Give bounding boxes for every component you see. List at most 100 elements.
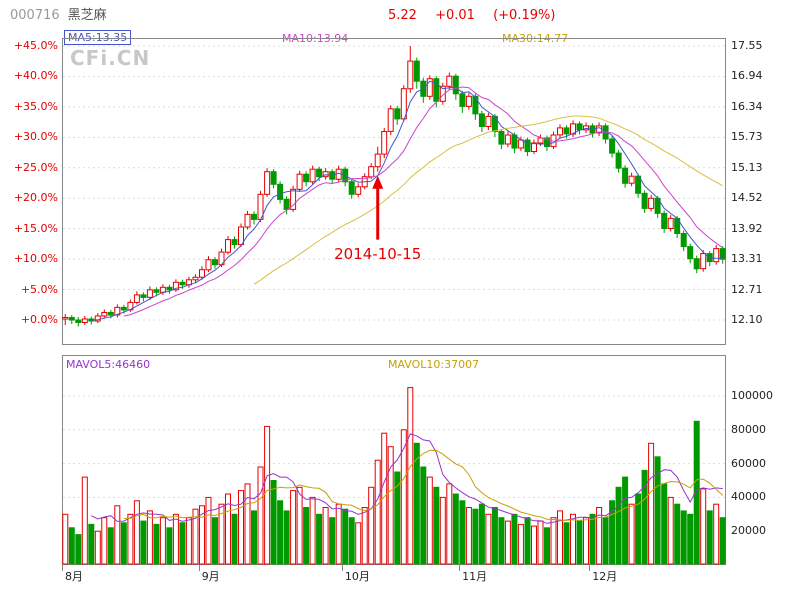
volume-bar: [277, 500, 284, 565]
percent-axis-label: +25.0%: [13, 160, 58, 174]
candle-body: [199, 269, 205, 278]
percent-axis-label: +15.0%: [13, 221, 58, 235]
candle-body: [231, 239, 238, 246]
candle-body: [303, 173, 310, 183]
month-tick: [62, 565, 63, 571]
candle-body: [478, 113, 485, 128]
stock-name: 黑芝麻: [67, 8, 107, 23]
candle-body: [277, 183, 284, 200]
volume-bar: [329, 517, 336, 565]
price-axis-label: 15.73: [731, 130, 763, 144]
candle-body: [719, 248, 726, 260]
volume-bar: [231, 513, 238, 565]
volume-bar: [296, 486, 303, 565]
volume-bar: [394, 471, 401, 565]
volume-bar: [433, 486, 440, 565]
candle-body: [648, 197, 655, 209]
volume-bar: [88, 523, 95, 565]
volume-bar: [537, 520, 544, 565]
volume-bar: [602, 517, 609, 565]
candle-body: [355, 186, 362, 195]
percent-axis-label: +30.0%: [13, 130, 58, 144]
ma5-legend: MA5:13.35: [64, 30, 132, 45]
price-axis-label: 13.92: [731, 221, 763, 235]
candle-body: [146, 289, 153, 298]
mavol5-legend: MAVOL5:46460: [66, 358, 151, 371]
candle-body: [270, 171, 277, 185]
candle-body: [374, 153, 381, 168]
candle-body: [446, 75, 453, 87]
candle-body: [75, 319, 82, 323]
volume-bar: [387, 446, 394, 565]
candle-body: [465, 95, 472, 107]
candle-body: [413, 60, 420, 82]
volume-bar: [212, 517, 218, 565]
volume-bar: [544, 527, 550, 565]
volume-bar: [465, 507, 472, 565]
volume-bar: [570, 513, 576, 565]
candle-body: [713, 248, 720, 263]
volume-bar: [355, 522, 362, 565]
volume-bar: [596, 507, 603, 565]
volume-bar: [185, 517, 192, 565]
volume-chart: [62, 355, 726, 565]
volume-bar: [101, 517, 108, 565]
volume-bar: [348, 517, 355, 565]
volume-bar: [693, 420, 700, 565]
volume-bar: [199, 505, 205, 565]
candle-body: [192, 276, 199, 281]
volume-bar: [316, 513, 323, 565]
quote: 5.22 +0.01 (+0.19%): [388, 8, 569, 23]
volume-axis-label: 40000: [731, 490, 766, 504]
arrow-head: [372, 175, 384, 189]
volume-bar: [446, 483, 453, 565]
candle-body: [101, 312, 108, 317]
candle-body: [133, 294, 140, 303]
volume-bar: [94, 530, 101, 565]
candle-body: [140, 294, 147, 298]
price-axis-label: 16.94: [731, 69, 763, 83]
volume-bar: [452, 493, 459, 565]
volume-bar: [309, 496, 316, 565]
stock-code: 000716: [10, 8, 60, 23]
candle-body: [348, 181, 355, 195]
candle-body: [244, 213, 251, 228]
volume-bar: [374, 459, 381, 565]
volume-bar: [257, 466, 264, 565]
candle-body: [407, 60, 414, 90]
volume-bar: [407, 387, 414, 565]
volume-bar: [420, 466, 427, 565]
candle-body: [368, 166, 375, 178]
x-axis-label: 10月: [344, 570, 370, 583]
x-axis-label: 12月: [592, 570, 618, 583]
annotation-date: 2014-10-15: [334, 244, 422, 263]
candle-body: [212, 259, 218, 266]
candle-body: [615, 152, 622, 169]
volume-bar: [661, 483, 668, 565]
volume-bar: [192, 508, 199, 565]
volume-chart-svg: [62, 355, 726, 565]
ma5-line: [91, 80, 723, 321]
volume-bar: [459, 500, 466, 565]
candle-body: [426, 78, 433, 97]
volume-bar: [687, 513, 694, 565]
percent-axis-label: +20.0%: [13, 191, 58, 205]
candle-body: [452, 75, 459, 95]
percent-axis-label: +10.0%: [13, 252, 58, 266]
candle-body: [387, 108, 394, 132]
volume-bar: [478, 503, 485, 565]
volume-bar: [589, 513, 596, 565]
candle-body: [628, 175, 635, 184]
x-axis-label: 11月: [462, 570, 488, 583]
volume-axis-label: 20000: [731, 524, 766, 538]
volume-bar: [68, 527, 75, 565]
candle-body: [511, 134, 518, 149]
price-axis-label: 13.31: [731, 252, 763, 266]
volume-bar: [107, 527, 114, 565]
candle-body: [316, 168, 323, 178]
volume-bar: [218, 503, 225, 565]
candle-body: [498, 131, 505, 145]
volume-bar: [576, 520, 583, 565]
candle-body: [205, 259, 212, 271]
volume-bar: [648, 442, 655, 565]
